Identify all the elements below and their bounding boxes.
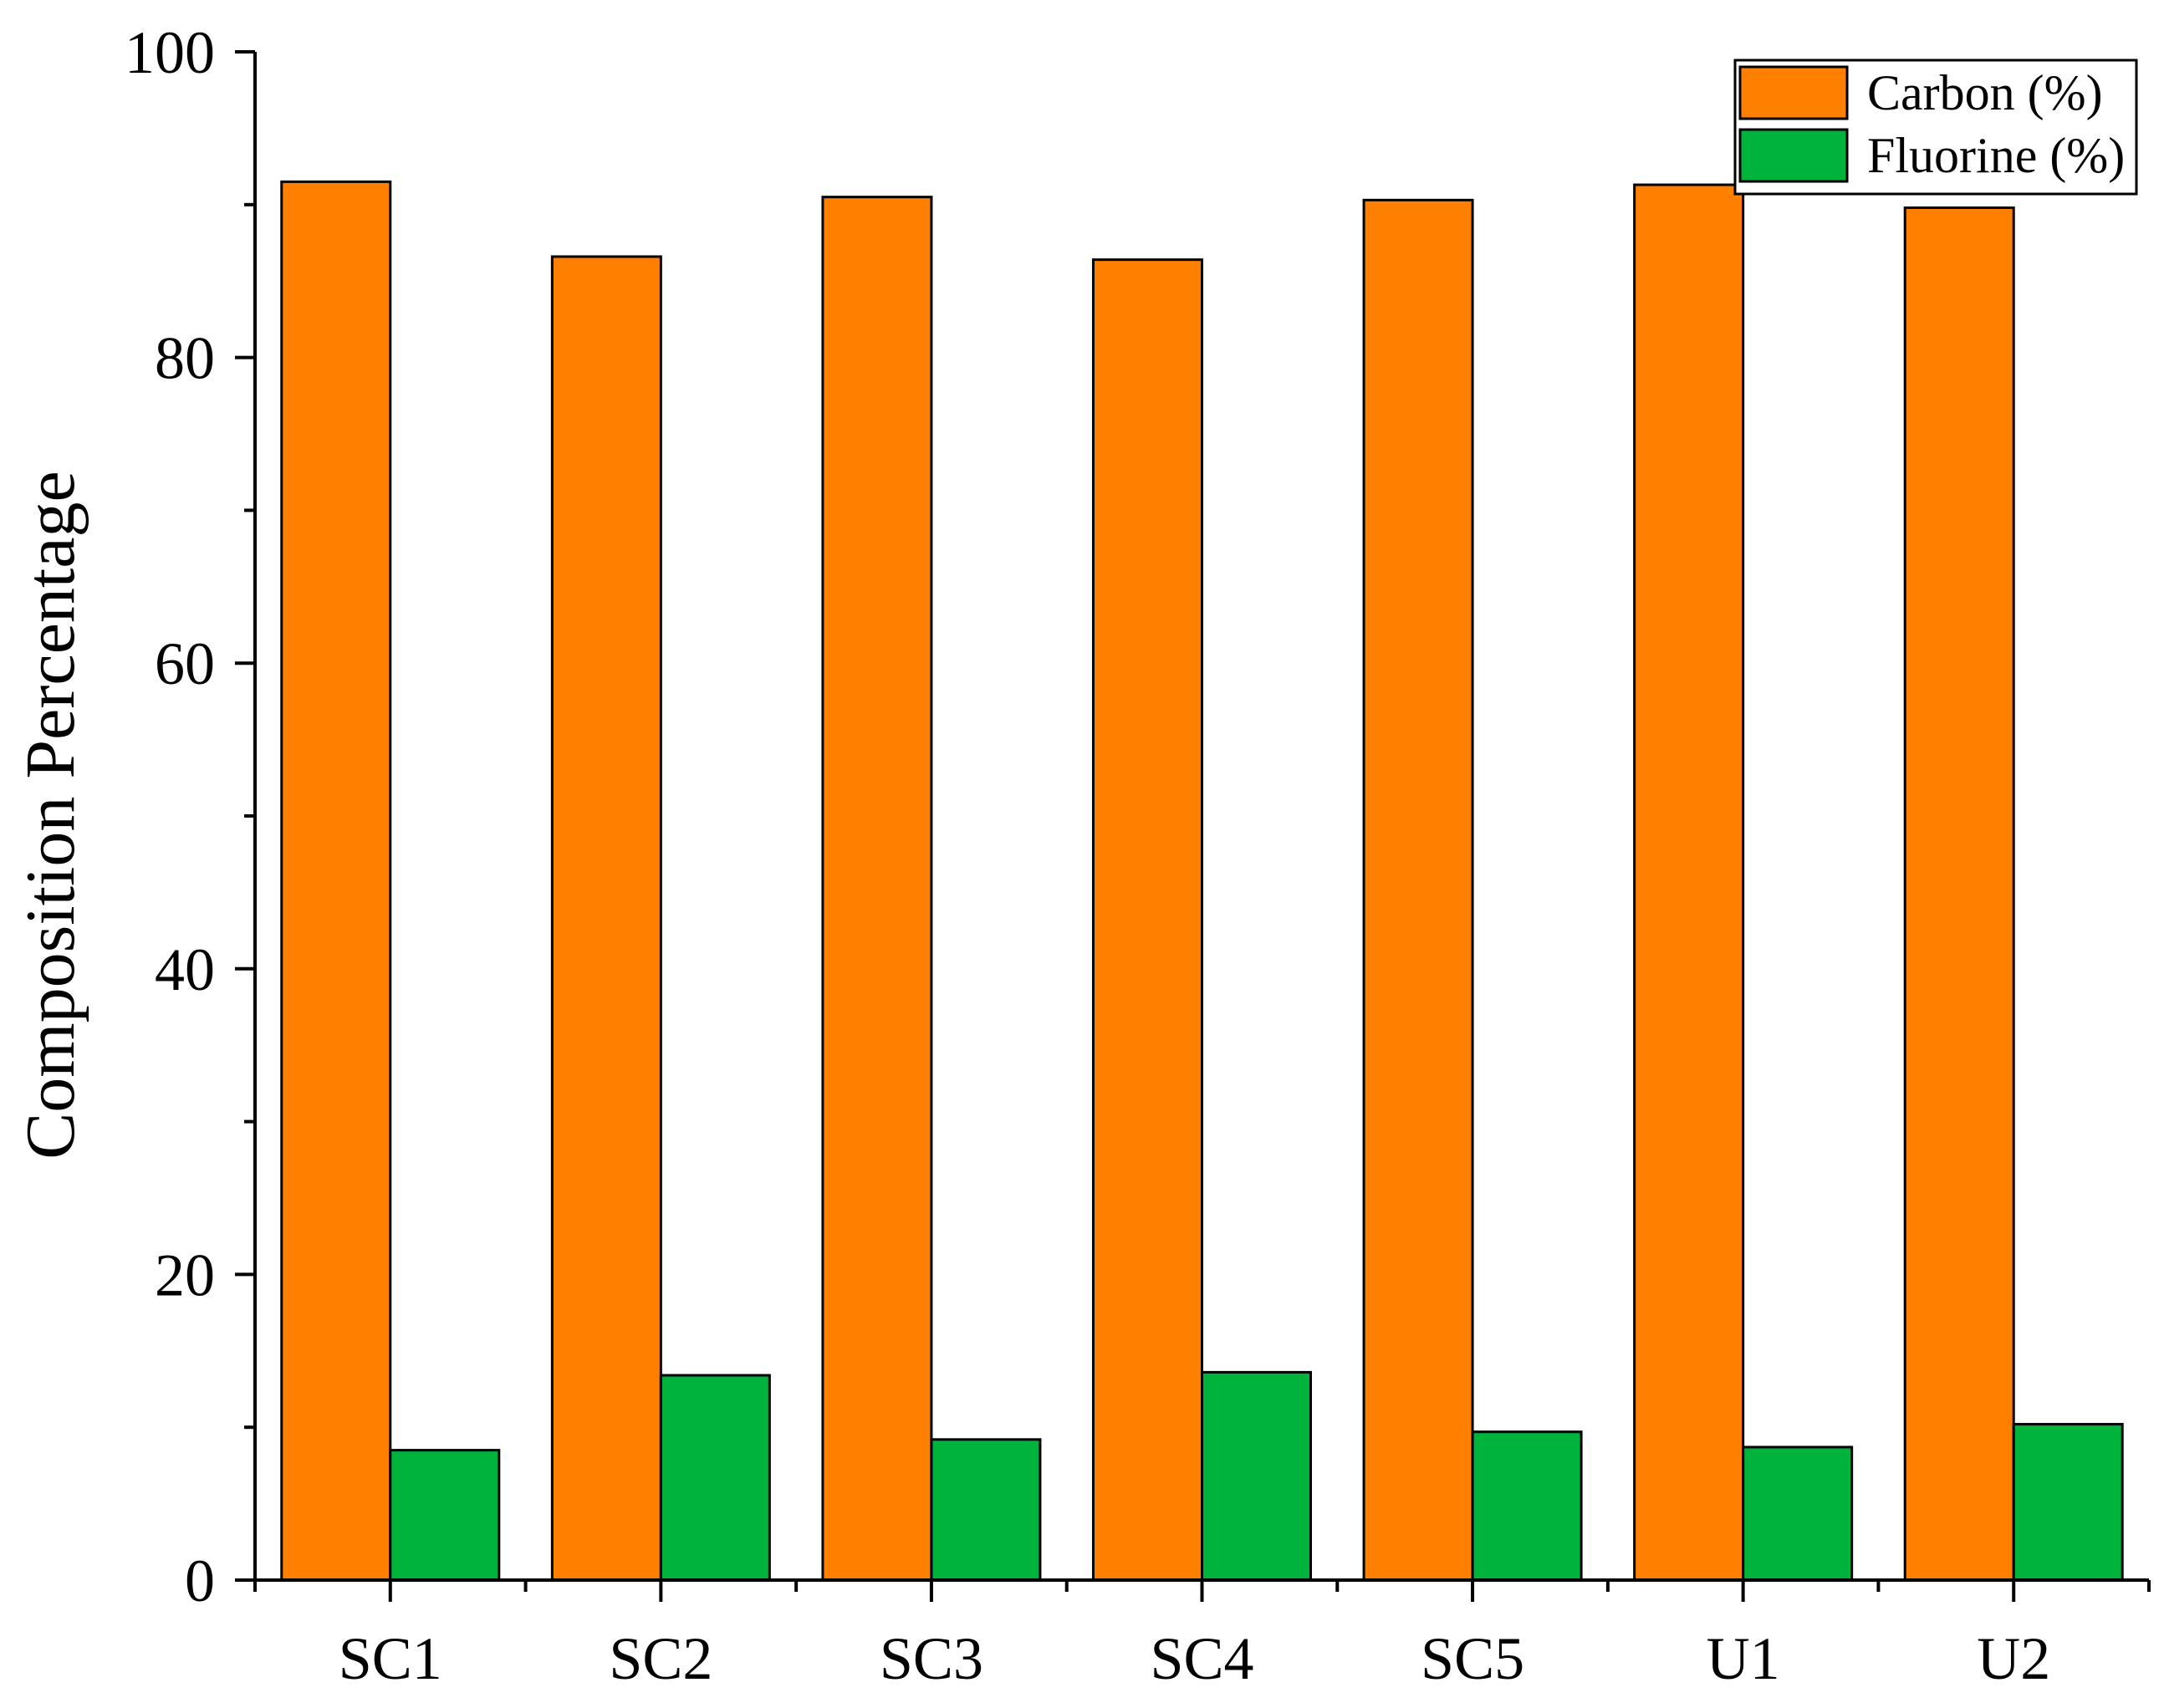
- bar-carbon-sc5: [1362, 198, 1474, 1582]
- x-tick-label-sc2: SC2: [609, 1625, 712, 1692]
- bar-fluorine-sc1: [389, 1449, 501, 1582]
- bars-layer: [280, 180, 2124, 1582]
- ticks-layer: 0 20 40 60 80 100 SC1 SC2 SC3 SC4 SC5 U1 U2: [125, 19, 2151, 1692]
- x-tick-label-u2: U2: [1977, 1625, 2050, 1692]
- bar-fluorine-sc2: [659, 1374, 771, 1582]
- y-tick-label: 80: [155, 325, 215, 392]
- bar-fluorine-u1: [1742, 1445, 1854, 1582]
- bar-fluorine-sc3: [930, 1438, 1042, 1582]
- bar-carbon-sc2: [550, 255, 662, 1582]
- y-tick-label: 0: [185, 1547, 215, 1614]
- x-tick-label-u1: U1: [1707, 1625, 1780, 1692]
- legend-label: Carbon (%): [1867, 65, 2103, 120]
- legend-swatch: [1738, 128, 1849, 183]
- legend-label: Fluorine (%): [1867, 128, 2125, 183]
- x-tick-label-sc4: SC4: [1150, 1625, 1253, 1692]
- bar-fluorine-sc5: [1471, 1430, 1583, 1582]
- bar-fluorine-u2: [2012, 1423, 2124, 1582]
- y-tick-label: 100: [125, 19, 215, 86]
- x-tick-label-sc5: SC5: [1421, 1625, 1524, 1692]
- x-tick-label-sc3: SC3: [880, 1625, 983, 1692]
- bar-carbon-u1: [1633, 183, 1745, 1582]
- bar-carbon-sc3: [821, 196, 933, 1582]
- legend-swatch: [1738, 65, 1849, 120]
- bar-carbon-u2: [1903, 206, 2015, 1582]
- y-axis-title: Composition Percentage: [12, 471, 89, 1160]
- bar-carbon-sc4: [1092, 258, 1203, 1582]
- legend: Carbon (%) Fluorine (%): [1733, 59, 2138, 196]
- x-tick-label-sc1: SC1: [339, 1625, 442, 1692]
- bar-fluorine-sc4: [1201, 1370, 1312, 1582]
- y-tick-label: 60: [155, 630, 215, 697]
- bar-carbon-sc1: [280, 180, 392, 1582]
- y-tick-label: 40: [155, 936, 215, 1003]
- y-tick-label: 20: [155, 1241, 215, 1308]
